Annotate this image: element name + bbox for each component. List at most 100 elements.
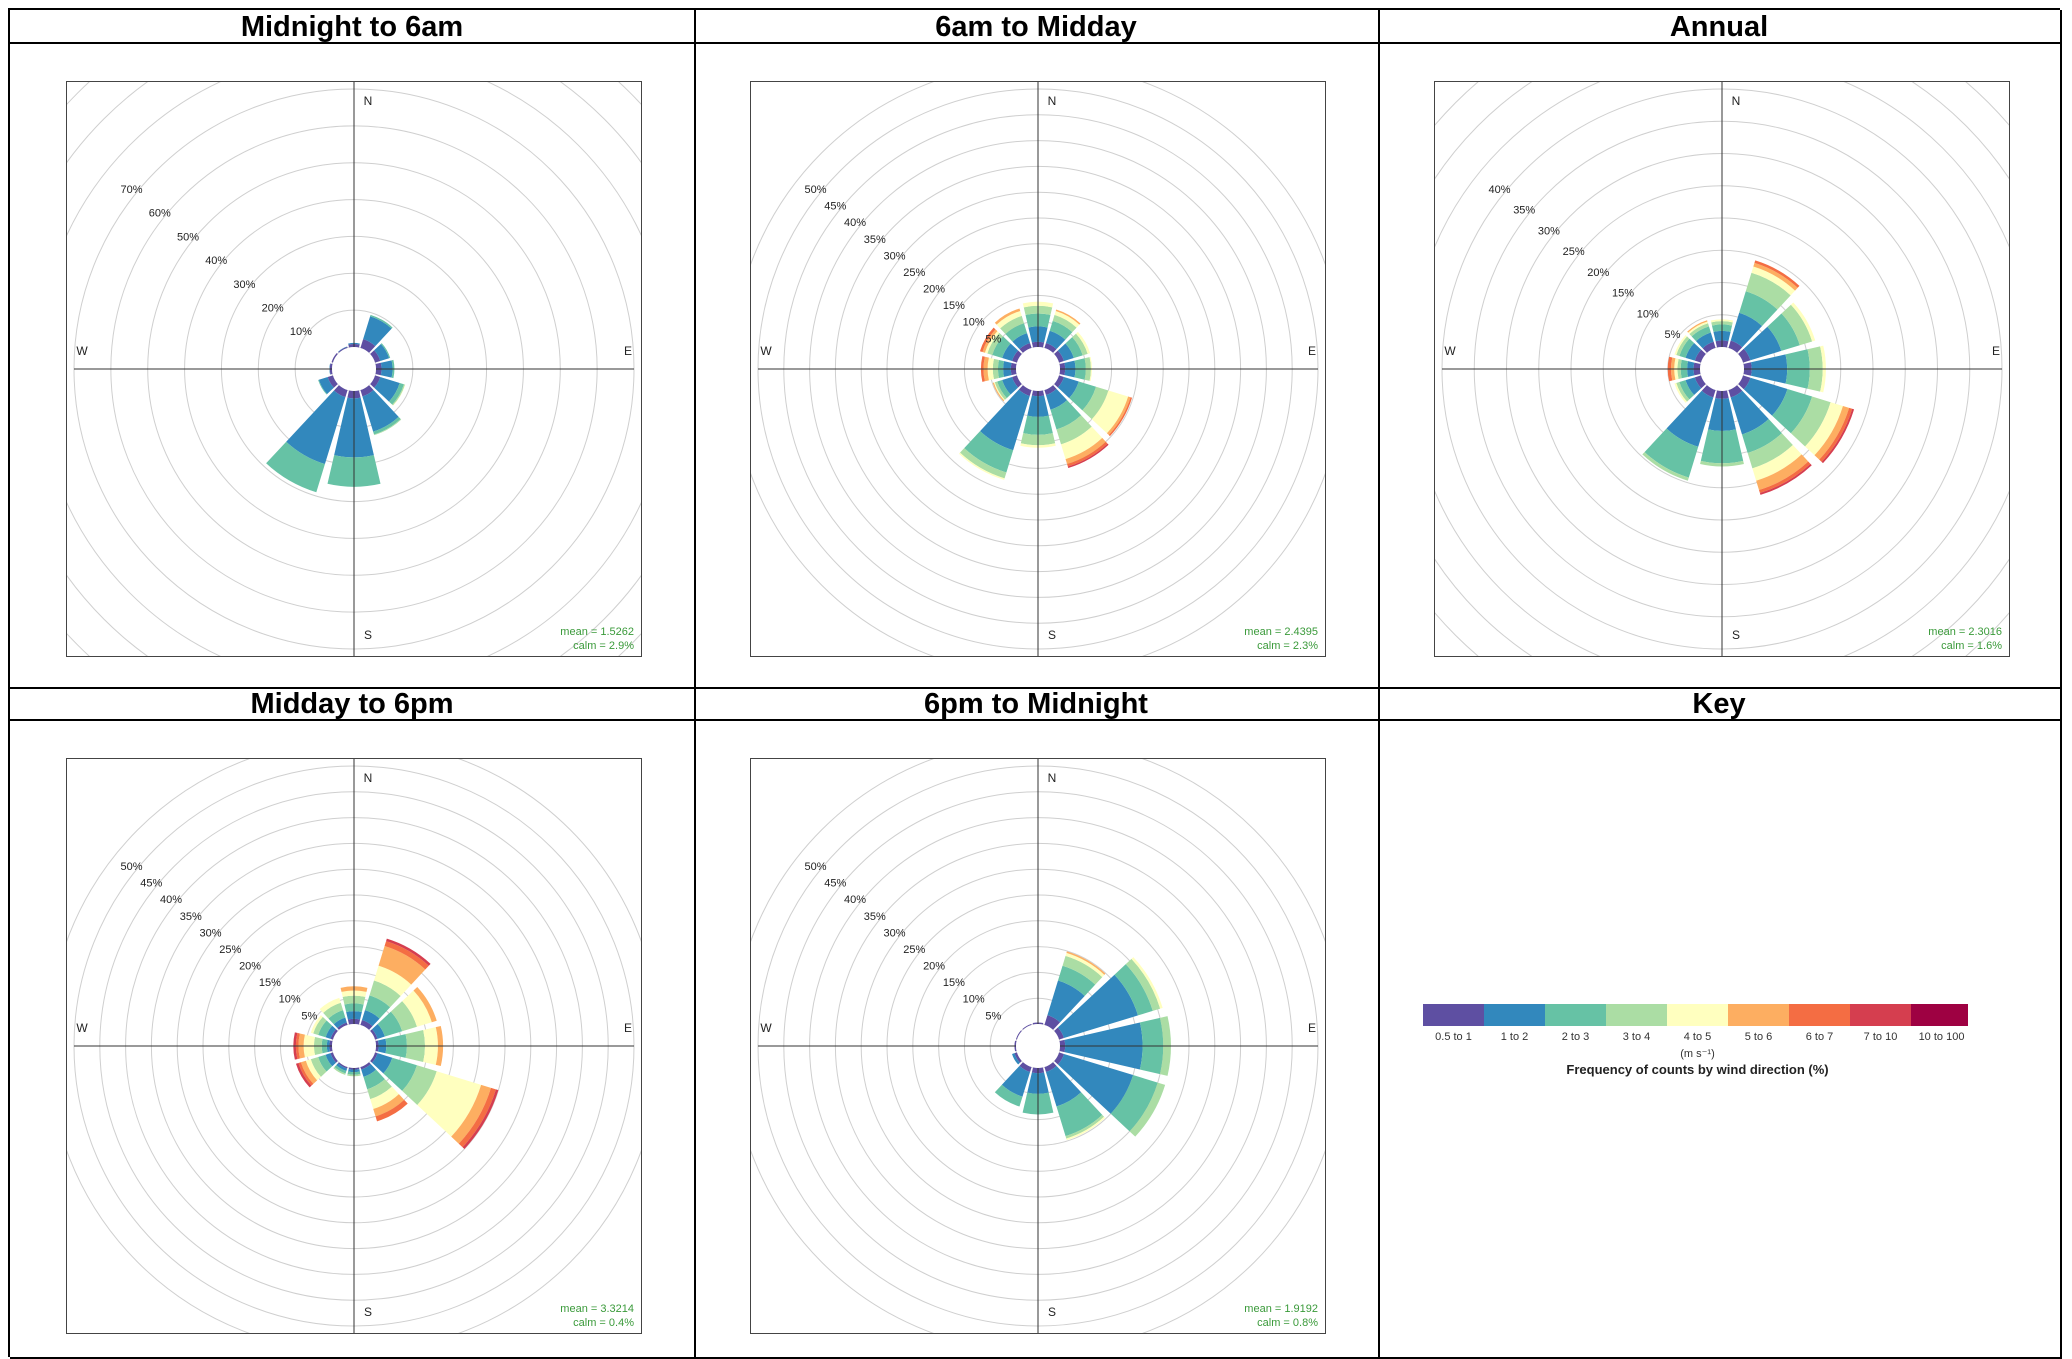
rose-segment xyxy=(402,990,432,1027)
wind-rose-chart: N E S W 10% 20% 30% 40% 50% 60% 70% mean = 1.5262 ca… xyxy=(66,81,642,657)
rose-segment xyxy=(1012,350,1022,363)
rose-segment xyxy=(1056,1092,1103,1137)
rose-segment xyxy=(310,1056,327,1077)
rose-segment xyxy=(417,1071,482,1137)
rose-segment xyxy=(375,1099,408,1122)
rose-segment xyxy=(336,1063,348,1071)
rose-segment xyxy=(1045,388,1068,410)
rose-segment xyxy=(1742,419,1782,453)
ring-label: 15% xyxy=(259,977,281,989)
rose-segment xyxy=(1767,313,1800,351)
rose-segment xyxy=(325,1025,337,1039)
rose-segment xyxy=(1045,330,1066,350)
rose-segment xyxy=(1067,443,1109,469)
ring-label: 25% xyxy=(903,267,925,279)
rose-segment xyxy=(362,389,399,432)
ring-label: 70% xyxy=(120,184,142,196)
wind-rose-chart: N E S W 5%10% 15% 20% 25% 30% 35% 40% 45% 50% mean = … xyxy=(750,758,1326,1334)
rose-segment xyxy=(1666,390,1714,447)
rose-segment xyxy=(1012,1053,1021,1065)
rose-segment xyxy=(334,1065,347,1074)
calm-label: calm = 2.9% xyxy=(573,640,634,652)
key-bin-label: 10 to 100 xyxy=(1919,1031,1965,1043)
rose-segment xyxy=(1082,386,1109,420)
mean-label: mean = 1.9192 xyxy=(1244,1303,1318,1315)
rose-segment xyxy=(1752,444,1802,481)
rose-segment xyxy=(373,1094,405,1117)
rose-segment xyxy=(964,431,1014,473)
ring-label: 35% xyxy=(1513,205,1535,217)
ring-label: 30% xyxy=(1538,225,1560,237)
rose-segment xyxy=(1739,291,1778,327)
panel-6am-to-midday: 6am to Midday N E S W 5% 10% 15% 20% 25% 30% 35% 40… xyxy=(694,10,1380,689)
rose-segment xyxy=(1050,400,1082,430)
ring-label: 40% xyxy=(160,894,182,906)
rose-segment xyxy=(1058,965,1096,996)
speed-color-key: 0.5 to 1 1 to 2 2 to 3 3 to 4 4 to 5 5 to 6 6 … xyxy=(1423,1004,1968,1077)
rose-segment xyxy=(390,1001,417,1032)
ring-label: 20% xyxy=(262,302,284,314)
ring-label: 25% xyxy=(219,944,241,956)
rose-segment xyxy=(370,314,393,329)
rose-segment xyxy=(451,1084,492,1144)
rose-segment xyxy=(1805,402,1843,456)
rose-segment xyxy=(318,379,328,395)
rose-segment xyxy=(1758,461,1811,494)
rose-segment xyxy=(330,1029,338,1040)
key-swatch xyxy=(1545,1004,1606,1026)
key-swatch xyxy=(1423,1004,1484,1026)
rose-segment xyxy=(1044,1062,1057,1072)
direction-label-north: N xyxy=(364,94,373,108)
rose-segment xyxy=(1110,1075,1158,1132)
plot-area xyxy=(751,82,1325,656)
rose-segment xyxy=(992,336,1011,359)
key-swatch xyxy=(1667,1004,1728,1026)
rose-segment xyxy=(1694,375,1706,389)
rose-segment xyxy=(1045,1065,1082,1107)
rose-segment xyxy=(1685,342,1702,361)
key-swatch xyxy=(1484,1004,1545,1026)
ring-label: 5% xyxy=(985,1010,1001,1022)
rose-segment xyxy=(384,941,429,970)
ring-label: 30% xyxy=(233,279,255,291)
rose-segment xyxy=(1054,310,1080,328)
rose-segment xyxy=(374,377,400,402)
rose-segment xyxy=(992,382,1005,402)
rose-segment xyxy=(1054,375,1064,388)
rose-segment xyxy=(1091,390,1129,434)
rose-segment xyxy=(979,327,996,353)
rose-segment xyxy=(1018,385,1032,396)
rose-segment xyxy=(1702,341,1716,353)
rose-segment xyxy=(1108,397,1133,437)
mean-label: mean = 2.4395 xyxy=(1244,626,1318,638)
rose-segment xyxy=(1730,390,1769,435)
rose-segment xyxy=(1075,331,1091,354)
calm-label: calm = 2.3% xyxy=(1257,640,1318,652)
rose-segment xyxy=(305,1059,321,1081)
rose-segment xyxy=(1044,1015,1061,1030)
rose-segment xyxy=(1106,396,1131,436)
rose-segment xyxy=(1728,385,1743,398)
rose-segment xyxy=(360,339,376,353)
calm-circle xyxy=(1016,347,1060,391)
rose-segment xyxy=(1754,260,1800,288)
wind-rose-grid: Midnight to 6am N E S W 10% 20% 30% 40% 50% 60% 70… xyxy=(8,8,2062,1359)
rose-segment xyxy=(1019,343,1032,353)
rose-segment xyxy=(1674,335,1688,356)
rose-segment xyxy=(1066,951,1106,975)
direction-label-east: E xyxy=(624,344,632,358)
rose-segment xyxy=(993,382,1005,401)
rose-segment xyxy=(266,441,325,493)
rose-segment xyxy=(1065,337,1083,359)
rose-segment xyxy=(378,946,426,985)
direction-label-south: S xyxy=(1732,628,1740,642)
rose-segment xyxy=(958,452,1005,480)
rose-segment xyxy=(994,308,1021,325)
rose-segment xyxy=(996,310,1022,329)
rose-segment xyxy=(374,343,390,361)
rose-segment xyxy=(329,363,331,375)
ring-label: 35% xyxy=(180,911,202,923)
ring-label: 20% xyxy=(239,961,261,973)
key-bin-label: 0.5 to 1 xyxy=(1435,1031,1472,1043)
rose-segment xyxy=(333,385,348,398)
